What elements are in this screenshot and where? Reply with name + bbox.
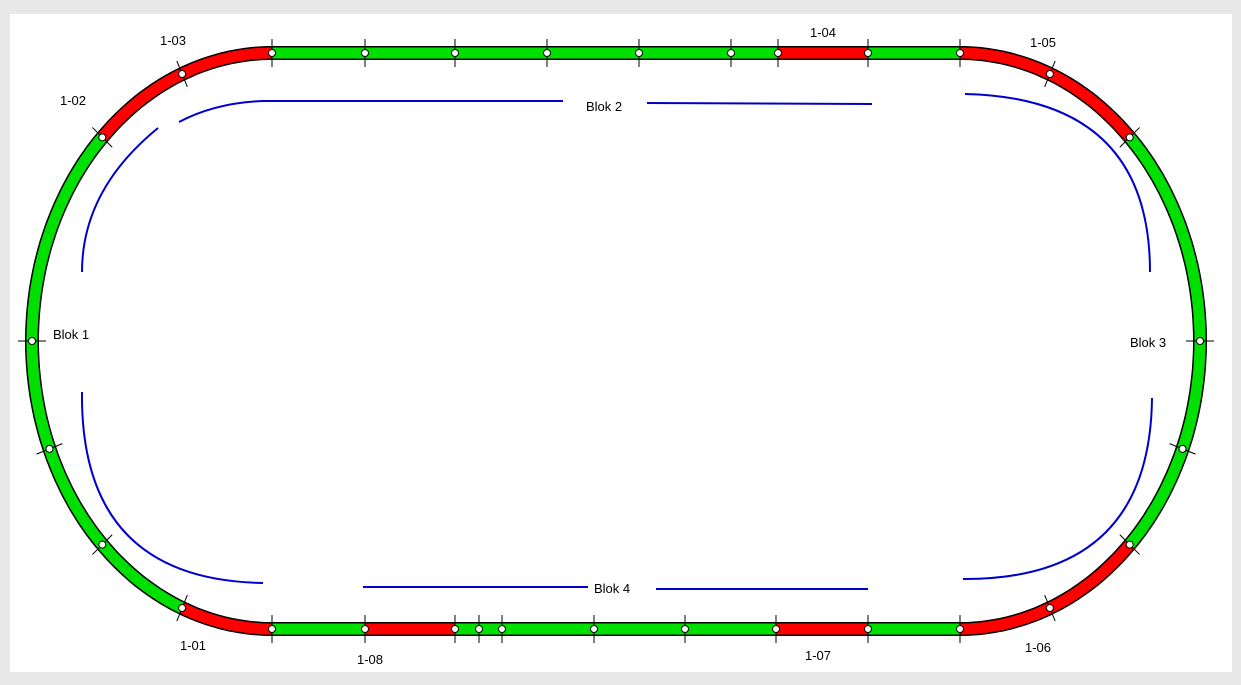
blok-2-outline-start <box>178 100 263 123</box>
section-1-02 <box>98 69 185 141</box>
blok-1-outline-upper <box>81 127 159 273</box>
track-left-a <box>44 133 107 235</box>
section-label-1-06: 1-06 <box>1025 640 1051 655</box>
joint-bottom-8 <box>864 625 872 633</box>
joint-left-0 <box>178 69 187 78</box>
joint-right-4 <box>1125 540 1134 549</box>
joint-top-3 <box>543 49 551 57</box>
section-label-1-02: 1-02 <box>60 93 86 108</box>
joint-top-1 <box>361 49 369 57</box>
track-left-e <box>98 541 185 613</box>
joint-top-5 <box>727 49 735 57</box>
joint-right-1 <box>1125 133 1134 142</box>
section-1-05 <box>960 47 1053 79</box>
block-label-blok-1: Blok 1 <box>53 327 89 342</box>
joint-right-0 <box>1045 69 1054 78</box>
blok-3-outline-lower <box>962 397 1153 581</box>
section-label-1-07: 1-07 <box>805 648 831 663</box>
joint-left-2 <box>28 337 36 345</box>
section-label-1-03: 1-03 <box>160 33 186 48</box>
blok-1-outline-lower <box>80 391 264 584</box>
blok-3-outline-upper <box>964 93 1151 273</box>
joint-bottom-5 <box>590 625 598 633</box>
section-label-1-01: 1-01 <box>180 638 206 653</box>
section-label-1-04: 1-04 <box>810 25 836 40</box>
section-1-06 <box>1047 541 1134 613</box>
joint-bottom-7 <box>772 625 780 633</box>
section-1-06b <box>960 603 1053 635</box>
block-label-blok-2: Blok 2 <box>586 99 622 114</box>
block-outlines <box>80 93 1153 590</box>
joint-left-5 <box>178 604 187 613</box>
section-1-03 <box>179 47 272 79</box>
joint-right-2 <box>1196 337 1204 345</box>
blok-2-outline-right <box>646 102 873 105</box>
section-1-01 <box>179 603 272 635</box>
joint-right-3 <box>1178 444 1187 453</box>
section-label-1-08: 1-08 <box>357 652 383 667</box>
joint-left-1 <box>98 133 107 142</box>
track-loop <box>18 39 1214 643</box>
joint-bottom-3 <box>475 625 483 633</box>
joint-top-2 <box>451 49 459 57</box>
block-label-blok-3: Blok 3 <box>1130 335 1166 350</box>
joint-bottom-0 <box>268 625 276 633</box>
joint-bottom-9 <box>956 625 964 633</box>
joint-right-5 <box>1045 604 1054 613</box>
block-label-blok-4: Blok 4 <box>594 581 630 596</box>
joint-top-8 <box>956 49 964 57</box>
joint-bottom-4 <box>498 625 506 633</box>
track-right-b <box>1177 231 1206 341</box>
track-right-c <box>1177 341 1206 451</box>
joint-bottom-6 <box>681 625 689 633</box>
track-left-c <box>26 341 55 451</box>
track-right-d <box>1125 447 1188 549</box>
joint-top-7 <box>864 49 872 57</box>
joint-top-0 <box>268 49 276 57</box>
track-right-a <box>1125 133 1188 235</box>
joint-top-6 <box>774 49 782 57</box>
joint-top-4 <box>635 49 643 57</box>
section-label-1-05: 1-05 <box>1030 35 1056 50</box>
joint-left-4 <box>98 540 107 549</box>
track-left-b <box>26 231 55 341</box>
joint-bottom-2 <box>451 625 459 633</box>
track-left-d <box>44 447 107 549</box>
joint-bottom-1 <box>361 625 369 633</box>
section-1-05b <box>1047 69 1134 141</box>
joint-left-3 <box>45 444 54 453</box>
canvas-area <box>10 14 1232 672</box>
